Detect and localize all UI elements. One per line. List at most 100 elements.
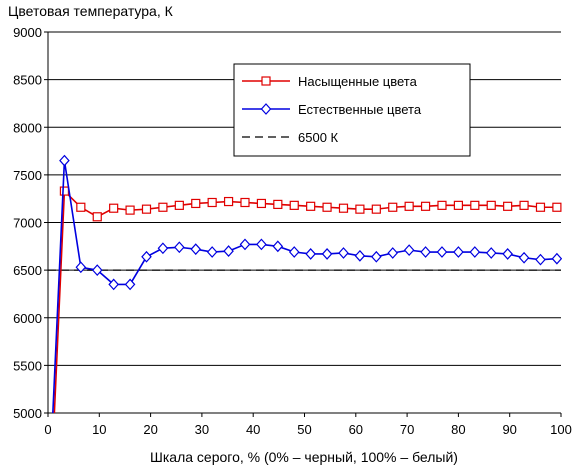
y-tick-labels: 5000 5500 6000 6500 7000 7500 8000 8500 9000 — [13, 25, 42, 421]
data-point-1 — [436, 246, 448, 258]
data-point-0 — [322, 202, 332, 212]
data-point-0 — [289, 200, 299, 210]
y-tick-label: 9000 — [13, 25, 42, 40]
data-point-0 — [371, 204, 381, 214]
data-point-1 — [453, 246, 464, 258]
x-tick-label: 100 — [550, 422, 572, 437]
data-point-1 — [371, 250, 382, 263]
data-point-1 — [157, 242, 169, 255]
data-point-0 — [273, 199, 283, 210]
data-point-0 — [503, 201, 513, 211]
axes — [44, 31, 562, 417]
legend-box — [233, 63, 471, 157]
data-point-1 — [305, 248, 316, 260]
y-axis-label: Цветовая температура, К — [8, 3, 174, 19]
y-tick-label: 7500 — [13, 168, 42, 183]
legend-label-1: Естественные цвета — [298, 102, 422, 117]
x-tick-label: 0 — [44, 422, 51, 437]
data-point-1 — [535, 253, 546, 266]
y-tick-label: 5000 — [13, 406, 42, 421]
x-tick-label: 90 — [502, 422, 516, 437]
legend-label-2: 6500 К — [298, 130, 339, 145]
data-point-0 — [92, 212, 102, 222]
series-group — [48, 154, 562, 422]
data-point-1 — [403, 244, 415, 257]
data-point-1 — [223, 245, 234, 257]
data-point-1 — [420, 246, 431, 258]
data-point-1 — [174, 241, 185, 254]
data-point-1 — [502, 248, 513, 260]
legend: Насыщенные цвета Естественные цвета 6500 К — [233, 63, 471, 157]
x-tick-label: 30 — [195, 422, 209, 437]
data-point-0 — [453, 200, 463, 210]
data-point-1 — [469, 246, 481, 258]
x-tick-label: 20 — [143, 422, 157, 437]
x-tick-label: 80 — [451, 422, 465, 437]
data-point-0 — [306, 201, 316, 211]
data-point-0 — [50, 414, 58, 422]
data-point-0 — [223, 196, 234, 207]
x-tick-label: 60 — [349, 422, 363, 437]
data-point-0 — [141, 204, 152, 214]
x-tick-label: 50 — [297, 422, 311, 437]
data-point-0 — [535, 202, 546, 212]
data-point-1 — [272, 240, 284, 253]
x-tick-label: 10 — [92, 422, 106, 437]
data-point-0 — [256, 198, 267, 209]
data-point-1 — [354, 249, 366, 262]
data-point-0 — [552, 202, 562, 212]
data-point-0 — [404, 201, 414, 211]
y-tick-label: 7000 — [13, 216, 42, 231]
data-point-1 — [485, 247, 497, 259]
data-point-1 — [321, 248, 333, 260]
legend-marker-0 — [261, 76, 271, 86]
x-axis-label: Шкала серого, % (0% – черный, 100% – бел… — [150, 449, 458, 465]
y-tick-label: 6000 — [13, 311, 42, 326]
data-point-0 — [420, 201, 431, 211]
data-point-1 — [206, 246, 218, 258]
data-point-1 — [91, 264, 103, 277]
data-point-1 — [108, 278, 119, 291]
data-point-0 — [338, 203, 349, 213]
data-point-0 — [470, 200, 480, 210]
data-point-0 — [355, 204, 365, 214]
y-tick-label: 8500 — [13, 73, 42, 88]
series-line-0 — [53, 189, 557, 413]
data-point-0 — [486, 200, 496, 210]
data-point-0 — [519, 200, 529, 210]
data-point-0 — [240, 197, 250, 208]
data-point-1 — [338, 247, 349, 259]
data-point-0 — [207, 197, 217, 208]
data-point-0 — [437, 200, 447, 210]
data-point-1 — [51, 411, 54, 413]
series-line-1 — [52, 160, 557, 413]
y-tick-label: 5500 — [13, 358, 42, 373]
data-point-1 — [387, 247, 399, 259]
data-point-0 — [158, 202, 168, 212]
data-point-0 — [191, 198, 201, 209]
data-point-1 — [256, 238, 267, 251]
x-tick-label: 40 — [246, 422, 260, 437]
legend-label-0: Насыщенные цвета — [298, 74, 418, 89]
data-point-1 — [190, 243, 202, 256]
y-tick-label: 8000 — [13, 120, 42, 135]
data-point-1 — [551, 252, 562, 265]
data-point-1 — [124, 278, 136, 291]
data-point-0 — [109, 203, 119, 213]
data-point-1 — [518, 251, 530, 264]
data-point-1 — [239, 238, 251, 251]
legend-marker-1 — [260, 103, 272, 115]
data-point-0 — [125, 205, 135, 215]
data-point-0 — [59, 186, 70, 196]
x-tick-labels: 0 10 20 30 40 50 60 70 80 90 100 — [44, 422, 571, 437]
data-point-1 — [75, 261, 87, 274]
data-point-1 — [141, 250, 152, 263]
data-point-1 — [288, 246, 300, 258]
data-point-0 — [388, 202, 398, 212]
data-point-0 — [76, 202, 86, 212]
data-point-0 — [174, 200, 184, 210]
y-tick-label: 6500 — [13, 263, 42, 278]
x-tick-label: 70 — [400, 422, 414, 437]
data-point-1 — [59, 154, 70, 167]
